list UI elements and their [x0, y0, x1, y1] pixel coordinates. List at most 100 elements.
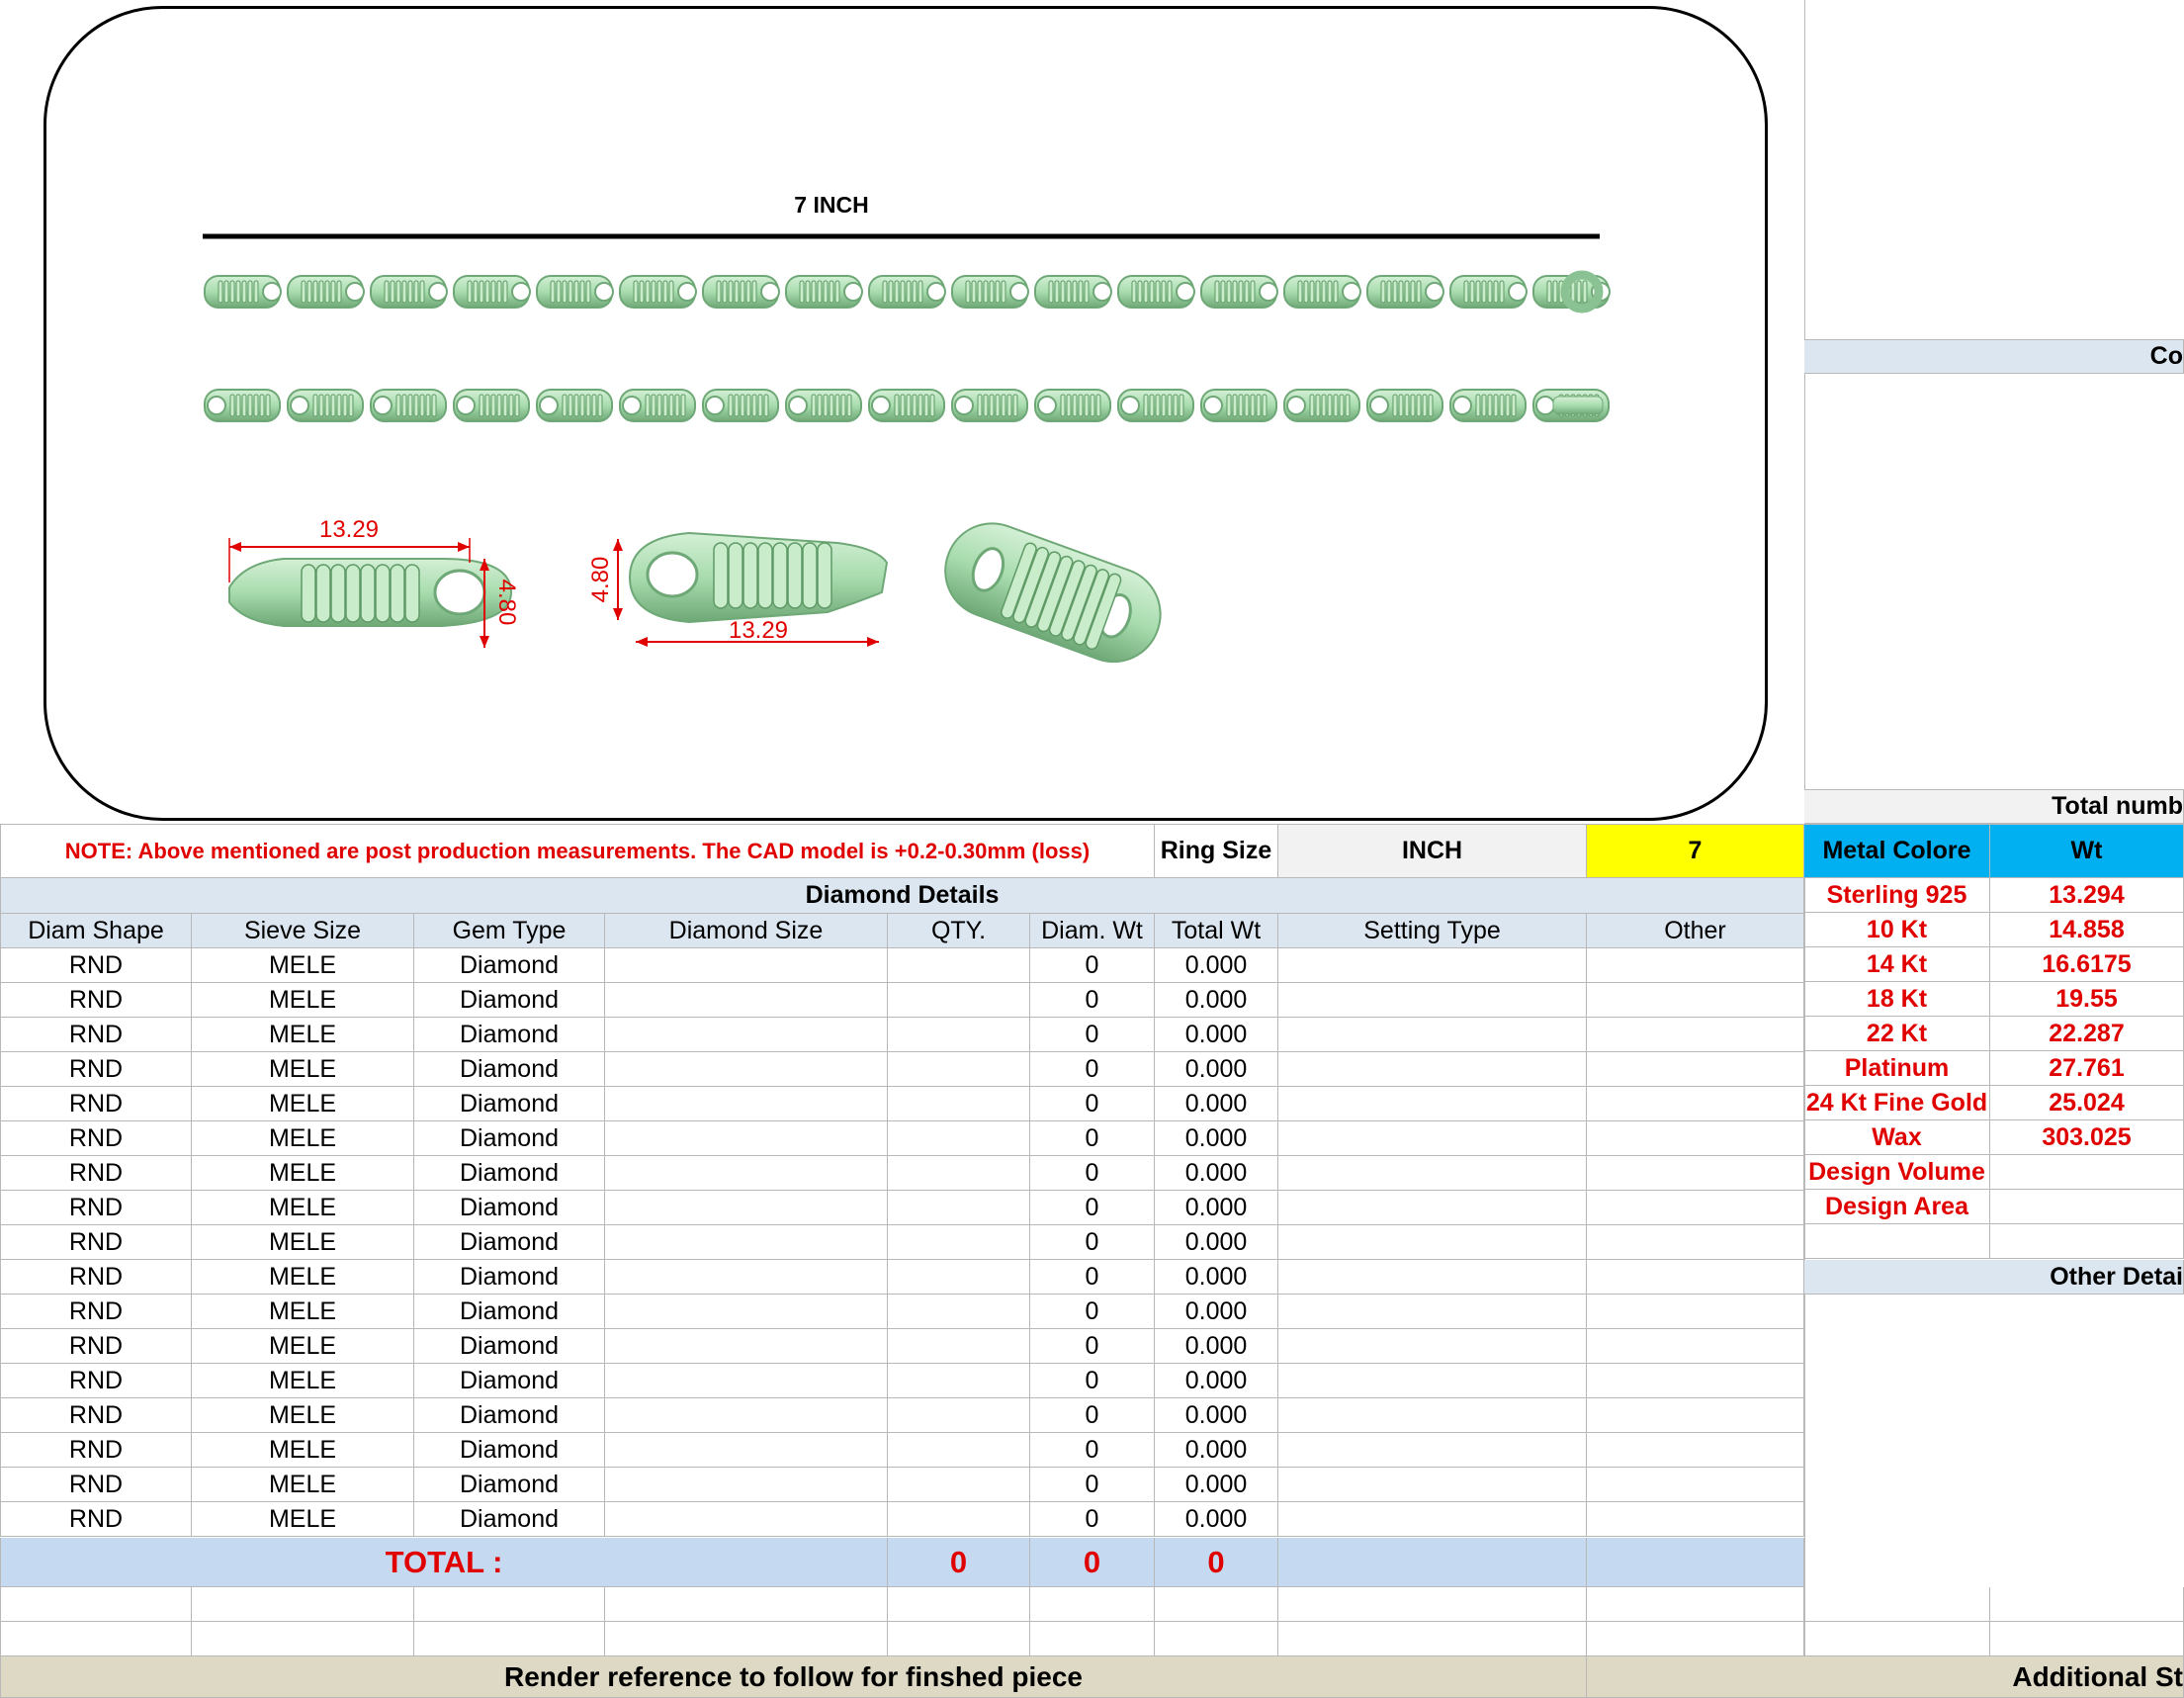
metal-weight: 14.858: [1990, 913, 2184, 947]
metal-name: 10 Kt: [1804, 913, 1990, 947]
total-label: TOTAL :: [0, 1538, 888, 1587]
cell-gem: Diamond: [414, 983, 605, 1018]
metal-weight: [1990, 1190, 2184, 1224]
cell-empty: [1587, 1295, 1804, 1329]
metal-name: 14 Kt: [1804, 947, 1990, 982]
cell-shape: RND: [0, 948, 192, 983]
cell-gem: Diamond: [414, 1156, 605, 1191]
cell-empty: [605, 1329, 888, 1364]
cell-sieve: MELE: [192, 1121, 414, 1156]
metal-weight: 27.761: [1990, 1051, 2184, 1086]
empty-cell: [1587, 1622, 1804, 1656]
column-header: Total Wt: [1155, 914, 1278, 948]
cell-empty: [1278, 983, 1587, 1018]
cell-shape: RND: [0, 1364, 192, 1398]
cell-empty: [1278, 1433, 1587, 1468]
empty-cell: [1155, 1622, 1278, 1656]
metal-weight: [1990, 1224, 2184, 1259]
cell-empty: [888, 1295, 1030, 1329]
cell-total: 0.000: [1155, 1329, 1278, 1364]
cell-shape: RND: [0, 1468, 192, 1502]
chain-top-view: [204, 275, 1611, 309]
cell-gem: Diamond: [414, 1433, 605, 1468]
cell-empty: [1587, 1156, 1804, 1191]
cell-shape: RND: [0, 1502, 192, 1537]
column-header: Diam. Wt: [1030, 914, 1155, 948]
cell-empty: [605, 983, 888, 1018]
empty-cell: [0, 1587, 192, 1622]
cell-empty: [605, 1191, 888, 1225]
empty-cell: [1278, 1587, 1587, 1622]
cell-empty: [888, 1225, 1030, 1260]
column-header: Diamond Size: [605, 914, 888, 948]
metal-weight: 22.287: [1990, 1017, 2184, 1051]
cell-empty: [1278, 1329, 1587, 1364]
cell-shape: RND: [0, 1121, 192, 1156]
cell-total: 0.000: [1155, 1364, 1278, 1398]
cell-empty: [605, 1295, 888, 1329]
total-wt: 0: [1155, 1538, 1278, 1587]
cell-wt: 0: [1030, 1398, 1155, 1433]
cell-shape: RND: [0, 1329, 192, 1364]
cell-empty: [1587, 1329, 1804, 1364]
cell-sieve: MELE: [192, 1468, 414, 1502]
cell-empty: [1278, 1260, 1587, 1295]
chain-side-view: [204, 389, 1610, 422]
cell-empty: [1278, 1018, 1587, 1052]
empty-cell: [888, 1622, 1030, 1656]
cell-total: 0.000: [1155, 1225, 1278, 1260]
cell-empty: [888, 948, 1030, 983]
cell-gem: Diamond: [414, 1087, 605, 1121]
cell-wt: 0: [1030, 1260, 1155, 1295]
empty-cell: [1030, 1622, 1155, 1656]
cell-wt: 0: [1030, 1087, 1155, 1121]
cell-gem: Diamond: [414, 1502, 605, 1537]
cell-empty: [1587, 1225, 1804, 1260]
cell-empty: [605, 1433, 888, 1468]
cell-wt: 0: [1030, 1156, 1155, 1191]
cell-empty: [1587, 948, 1804, 983]
cell-empty: [1278, 1225, 1587, 1260]
cell-empty: [1278, 1398, 1587, 1433]
cell-total: 0.000: [1155, 1087, 1278, 1121]
cad-drawing-frame: 7 INCH 13.29 4.80: [44, 6, 1768, 821]
ring-size-unit: INCH: [1278, 824, 1587, 878]
cell-empty: [605, 1260, 888, 1295]
cell-total: 0.000: [1155, 1191, 1278, 1225]
empty-cell: [1030, 1587, 1155, 1622]
metal-wt-header: Wt: [1990, 824, 2184, 878]
empty-cell: [1990, 1622, 2184, 1656]
cell-total: 0.000: [1155, 1121, 1278, 1156]
cell-wt: 0: [1030, 1018, 1155, 1052]
box-clasp: [1552, 396, 1604, 415]
ring-size-label: Ring Size: [1155, 824, 1278, 878]
cell-empty: [1278, 1295, 1587, 1329]
cell-empty: [1278, 1364, 1587, 1398]
cell-empty: [605, 1121, 888, 1156]
cell-shape: RND: [0, 1398, 192, 1433]
metal-name: 22 Kt: [1804, 1017, 1990, 1051]
cell-wt: 0: [1030, 1502, 1155, 1537]
cell-shape: RND: [0, 983, 192, 1018]
metal-weight: 16.6175: [1990, 947, 2184, 982]
cell-wt: 0: [1030, 1468, 1155, 1502]
cell-sieve: MELE: [192, 1260, 414, 1295]
total-number-label: Total numb: [1804, 789, 2184, 824]
metal-name: Design Volume: [1804, 1155, 1990, 1190]
ring-size-value: 7: [1587, 824, 1804, 878]
empty-cell: [1155, 1587, 1278, 1622]
cell-empty: [1587, 1502, 1804, 1537]
cell-empty: [1587, 1260, 1804, 1295]
cell-gem: Diamond: [414, 1225, 605, 1260]
cell-empty: [888, 1018, 1030, 1052]
cell-wt: 0: [1030, 1052, 1155, 1087]
cell-empty: [605, 1468, 888, 1502]
diamond-details-title: Diamond Details: [0, 878, 1804, 914]
cell-empty: [1278, 948, 1587, 983]
cell-empty: [605, 1052, 888, 1087]
column-header: Setting Type: [1278, 914, 1587, 948]
cell-empty: [605, 1018, 888, 1052]
cell-total: 0.000: [1155, 1502, 1278, 1537]
cell-empty: [1587, 1364, 1804, 1398]
other-details-label: Other Detai: [1804, 1260, 2184, 1295]
